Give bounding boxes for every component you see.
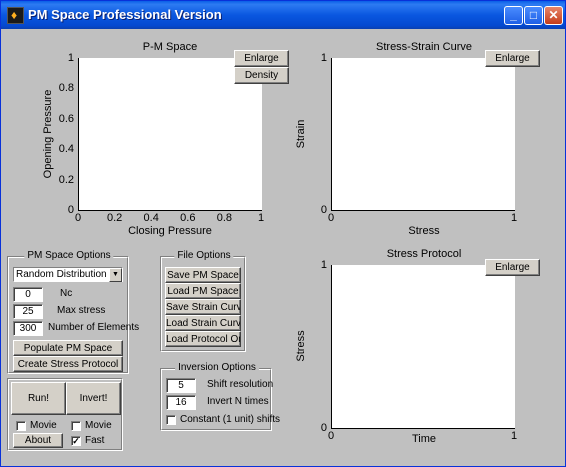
title-bar[interactable]: ♦ PM Space Professional Version _ □ ✕ bbox=[1, 1, 565, 29]
pm-xtick-label: 0.8 bbox=[216, 212, 233, 224]
invert-button[interactable]: Invert! bbox=[66, 382, 121, 415]
chevron-down-icon[interactable]: ▼ bbox=[109, 268, 122, 282]
movie-label-2: Movie bbox=[85, 420, 112, 431]
file-options-title: File Options bbox=[174, 250, 234, 261]
pm-xtick-label: 0.6 bbox=[180, 212, 196, 224]
enlarge-pm-button[interactable]: Enlarge bbox=[234, 50, 289, 67]
distribution-select[interactable]: Random Distribution ▼ bbox=[13, 267, 123, 282]
ss-ytick-label: 0 bbox=[320, 204, 327, 216]
create-stress-protocol-button[interactable]: Create Stress Protocol bbox=[13, 356, 123, 372]
fast-checkbox[interactable]: ✓ bbox=[71, 436, 81, 446]
populate-pm-space-button[interactable]: Populate PM Space bbox=[13, 340, 123, 356]
ss-ylabel: Strain bbox=[295, 119, 307, 149]
shift-resolution-label: Shift resolution bbox=[207, 379, 274, 390]
protocol-ytick-label: 1 bbox=[320, 259, 327, 271]
pm-ytick-label: 0.8 bbox=[58, 82, 74, 95]
protocol-ytick-label: 0 bbox=[320, 422, 327, 434]
pm-ytick-label: 0.6 bbox=[58, 112, 74, 125]
enlarge-protocol-button[interactable]: Enlarge bbox=[485, 259, 540, 276]
figure-area: P-M Space 0 0.2 0.4 0.6 0.8 1 0 0.2 0.4 0.6 0.8 1 O… bbox=[5, 30, 561, 463]
nc-label: Nc bbox=[60, 288, 73, 299]
movie-label-1: Movie bbox=[30, 420, 57, 431]
run-button[interactable]: Run! bbox=[11, 382, 66, 415]
pm-ytick-label: 0 bbox=[67, 204, 74, 216]
pm-ylabel: Opening Pressure bbox=[42, 89, 54, 179]
pm-xtick-label: 1 bbox=[257, 212, 265, 224]
pm-ytick-label: 1 bbox=[67, 52, 74, 64]
pm-xtick-label: 0 bbox=[74, 212, 82, 224]
pm-ytick-label: 0.2 bbox=[58, 173, 74, 186]
nc-input[interactable]: 0 bbox=[13, 287, 43, 302]
ss-ytick-label: 1 bbox=[320, 52, 327, 64]
matlab-icon[interactable]: ♦ bbox=[7, 7, 24, 24]
movie-checkbox-2[interactable] bbox=[71, 421, 81, 431]
max-stress-label: Max stress bbox=[57, 305, 106, 316]
about-button[interactable]: About bbox=[13, 433, 63, 448]
pm-space-options-panel: PM Space Options Random Distribution ▼ 0… bbox=[7, 250, 139, 374]
load-protocol-only-button[interactable]: Load Protocol Only bbox=[165, 331, 241, 347]
shift-resolution-input[interactable]: 5 bbox=[166, 378, 196, 393]
constant-shifts-label: Constant (1 unit) shifts bbox=[180, 414, 281, 425]
load-pm-space-button[interactable]: Load PM Space bbox=[165, 283, 241, 299]
pm-xtick-label: 0.4 bbox=[143, 212, 159, 224]
movie-checkbox-1[interactable] bbox=[16, 421, 26, 431]
protocol-axes[interactable] bbox=[331, 265, 515, 429]
file-options-panel: File Options Save PM Space Load PM Space… bbox=[160, 250, 246, 352]
pm-axes[interactable] bbox=[78, 58, 262, 211]
protocol-ylabel: Stress bbox=[295, 330, 307, 362]
protocol-xtick-label: 1 bbox=[510, 430, 518, 442]
pm-chart-title: P-M Space bbox=[142, 41, 198, 53]
enlarge-ss-button[interactable]: Enlarge bbox=[485, 50, 540, 67]
ss-axes[interactable] bbox=[331, 58, 515, 211]
elements-label: Number of Elements bbox=[48, 322, 140, 333]
minimize-button[interactable]: _ bbox=[504, 6, 523, 25]
fast-label: Fast bbox=[85, 435, 105, 446]
ss-xlabel: Stress bbox=[408, 225, 440, 237]
load-strain-curve-button[interactable]: Load Strain Curve bbox=[165, 315, 241, 331]
pm-xlabel: Closing Pressure bbox=[128, 225, 212, 237]
protocol-xtick-label: 0 bbox=[327, 430, 335, 442]
inversion-options-title: Inversion Options bbox=[175, 362, 259, 373]
ss-xtick-label: 0 bbox=[327, 212, 335, 224]
save-strain-curve-button[interactable]: Save Strain Curve bbox=[165, 299, 241, 315]
max-stress-input[interactable]: 25 bbox=[13, 304, 43, 319]
pm-ytick-label: 0.4 bbox=[58, 143, 74, 156]
window-title: PM Space Professional Version bbox=[28, 7, 222, 22]
constant-shifts-checkbox[interactable] bbox=[166, 415, 176, 425]
invert-n-input[interactable]: 16 bbox=[166, 395, 196, 410]
ss-chart-title: Stress-Strain Curve bbox=[376, 41, 472, 53]
distribution-value: Random Distribution bbox=[16, 269, 107, 280]
protocol-chart-title: Stress Protocol bbox=[386, 248, 462, 260]
ss-xtick-label: 1 bbox=[510, 212, 518, 224]
invert-n-label: Invert N times bbox=[207, 396, 269, 407]
close-button[interactable]: ✕ bbox=[544, 6, 563, 25]
run-panel: Run! Invert! Movie Movie About ✓ Fast bbox=[7, 378, 123, 451]
pm-xtick-label: 0.2 bbox=[106, 212, 123, 224]
pm-space-options-title: PM Space Options bbox=[24, 250, 114, 261]
inversion-options-panel: Inversion Options 5 Shift resolution 16 … bbox=[160, 362, 280, 431]
maximize-button[interactable]: □ bbox=[524, 6, 543, 25]
protocol-xlabel: Time bbox=[411, 433, 437, 445]
elements-input[interactable]: 300 bbox=[13, 321, 43, 336]
density-button[interactable]: Density bbox=[234, 67, 289, 84]
save-pm-space-button[interactable]: Save PM Space bbox=[165, 267, 241, 283]
